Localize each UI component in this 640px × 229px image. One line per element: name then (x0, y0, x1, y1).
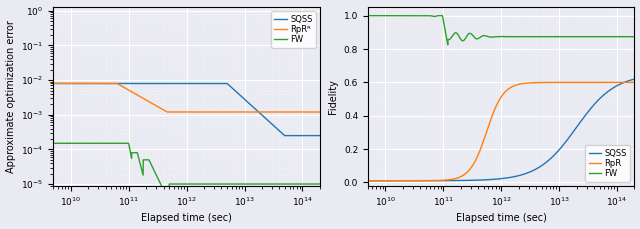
RpR (410, 179, 418, 182)
Line: SQSS: SQSS (53, 83, 320, 136)
RpR (478, 145, 486, 147)
Legend: SQSS, RpR, FW: SQSS, RpR, FW (586, 145, 630, 182)
SQSS (311, 134, 319, 137)
SQSS (364, 179, 372, 182)
RpRᴿ (163, 111, 171, 113)
SQSS (467, 179, 474, 182)
FW (282, 183, 290, 185)
RpRᴿ (311, 111, 319, 113)
RpR (364, 179, 372, 182)
SQSS (281, 134, 289, 137)
RpRᴿ (163, 111, 171, 113)
SQSS (163, 82, 171, 85)
RpRᴿ (80, 82, 88, 85)
Line: RpR: RpR (368, 82, 634, 181)
SQSS (80, 82, 88, 85)
RpRᴿ (152, 104, 159, 107)
SQSS (478, 179, 486, 181)
FW (394, 14, 402, 17)
SQSS (625, 79, 633, 82)
RpR (625, 81, 633, 84)
FW (625, 35, 633, 38)
FW (163, 186, 171, 189)
RpR (394, 179, 402, 182)
FW (630, 35, 638, 38)
FW (410, 14, 418, 17)
RpR (630, 81, 638, 84)
SQSS (410, 179, 418, 182)
FW (159, 186, 166, 189)
Line: FW: FW (368, 16, 634, 45)
RpRᴿ (316, 111, 324, 113)
SQSS (96, 82, 104, 85)
FW (596, 35, 604, 38)
FW (152, 172, 159, 175)
RpRᴿ (96, 82, 104, 85)
FW (80, 142, 88, 145)
RpR (467, 168, 474, 170)
SQSS (596, 97, 604, 99)
FW (49, 142, 57, 145)
Line: SQSS: SQSS (368, 79, 634, 181)
SQSS (152, 82, 159, 85)
SQSS (394, 179, 402, 182)
SQSS (630, 78, 638, 80)
FW (364, 14, 372, 17)
FW (467, 32, 474, 35)
Line: RpRᴿ: RpRᴿ (53, 83, 320, 112)
Legend: SQSS, RpRᴿ, FW: SQSS, RpRᴿ, FW (271, 11, 316, 48)
RpRᴿ (49, 82, 57, 85)
SQSS (316, 134, 324, 137)
RpRᴿ (282, 111, 290, 113)
FW (96, 142, 104, 145)
SQSS (49, 82, 57, 85)
RpR (596, 81, 604, 84)
FW (311, 183, 319, 185)
Y-axis label: Approximate optimization error: Approximate optimization error (6, 20, 15, 173)
FW (478, 35, 486, 38)
FW (444, 44, 452, 46)
X-axis label: Elapsed time (sec): Elapsed time (sec) (141, 213, 232, 224)
Y-axis label: Fidelity: Fidelity (328, 79, 338, 114)
SQSS (282, 134, 290, 137)
Line: FW: FW (53, 143, 320, 187)
FW (316, 183, 324, 185)
X-axis label: Elapsed time (sec): Elapsed time (sec) (456, 213, 547, 224)
